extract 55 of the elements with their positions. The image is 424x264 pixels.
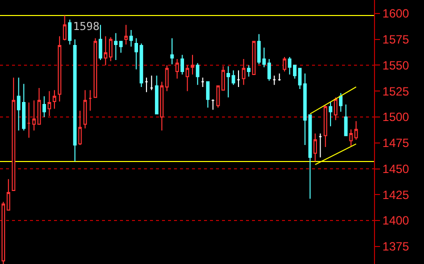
candlestick [211, 98, 215, 110]
candlestick [12, 77, 16, 191]
candlestick [196, 62, 200, 86]
candlestick [200, 77, 204, 88]
candlestick [154, 75, 158, 114]
candlestick [278, 73, 282, 82]
y-tick-label: 1425 [382, 188, 410, 202]
candlestick [324, 105, 328, 148]
candlestick [78, 110, 82, 146]
candlestick [252, 40, 256, 76]
candlestick [52, 90, 56, 110]
candlestick [170, 38, 174, 65]
candlestick [58, 36, 62, 102]
y-tick-label: 1375 [382, 240, 410, 254]
candlestick [94, 38, 98, 98]
candlestick [313, 133, 317, 162]
candlestick [328, 100, 332, 127]
y-tick-label: 1575 [382, 32, 410, 47]
candlestick [206, 81, 210, 108]
candlestick [308, 114, 312, 200]
candlestick [246, 64, 250, 78]
candlestick [144, 77, 148, 93]
candlestick [318, 133, 322, 158]
candlestick [62, 15, 66, 41]
candlestick [124, 24, 128, 46]
candlestick [27, 102, 31, 138]
candlestick [186, 64, 190, 92]
y-tick-label: 1400 [382, 214, 410, 228]
y-tick-label: 1450 [382, 162, 410, 176]
candlestick [344, 104, 348, 136]
candlestick [180, 54, 184, 76]
candlestick [98, 24, 102, 61]
candlestick [83, 90, 87, 129]
y-tick-label: 1550 [382, 58, 410, 72]
candlestick [236, 70, 240, 88]
y-tick-label: 1475 [382, 136, 410, 150]
y-tick-label: 1600 [382, 6, 410, 21]
candlestick [42, 96, 46, 118]
candlestick [334, 96, 338, 121]
y-tick-label: 1500 [382, 110, 410, 124]
candlestick [88, 90, 92, 112]
y-tick-label: 1525 [382, 84, 410, 98]
candlestick [339, 92, 343, 112]
candlestick [68, 19, 72, 46]
candlestick [175, 58, 179, 80]
candlestick [129, 30, 133, 48]
candlestick [190, 54, 194, 76]
candlestick [73, 38, 77, 162]
annotation: 1598 [73, 20, 100, 33]
candlestick [282, 56, 286, 72]
candlestick [150, 75, 154, 91]
candlestick [242, 58, 246, 86]
candlestick [48, 90, 52, 116]
candlestick [257, 34, 261, 65]
candlestick [272, 75, 276, 86]
